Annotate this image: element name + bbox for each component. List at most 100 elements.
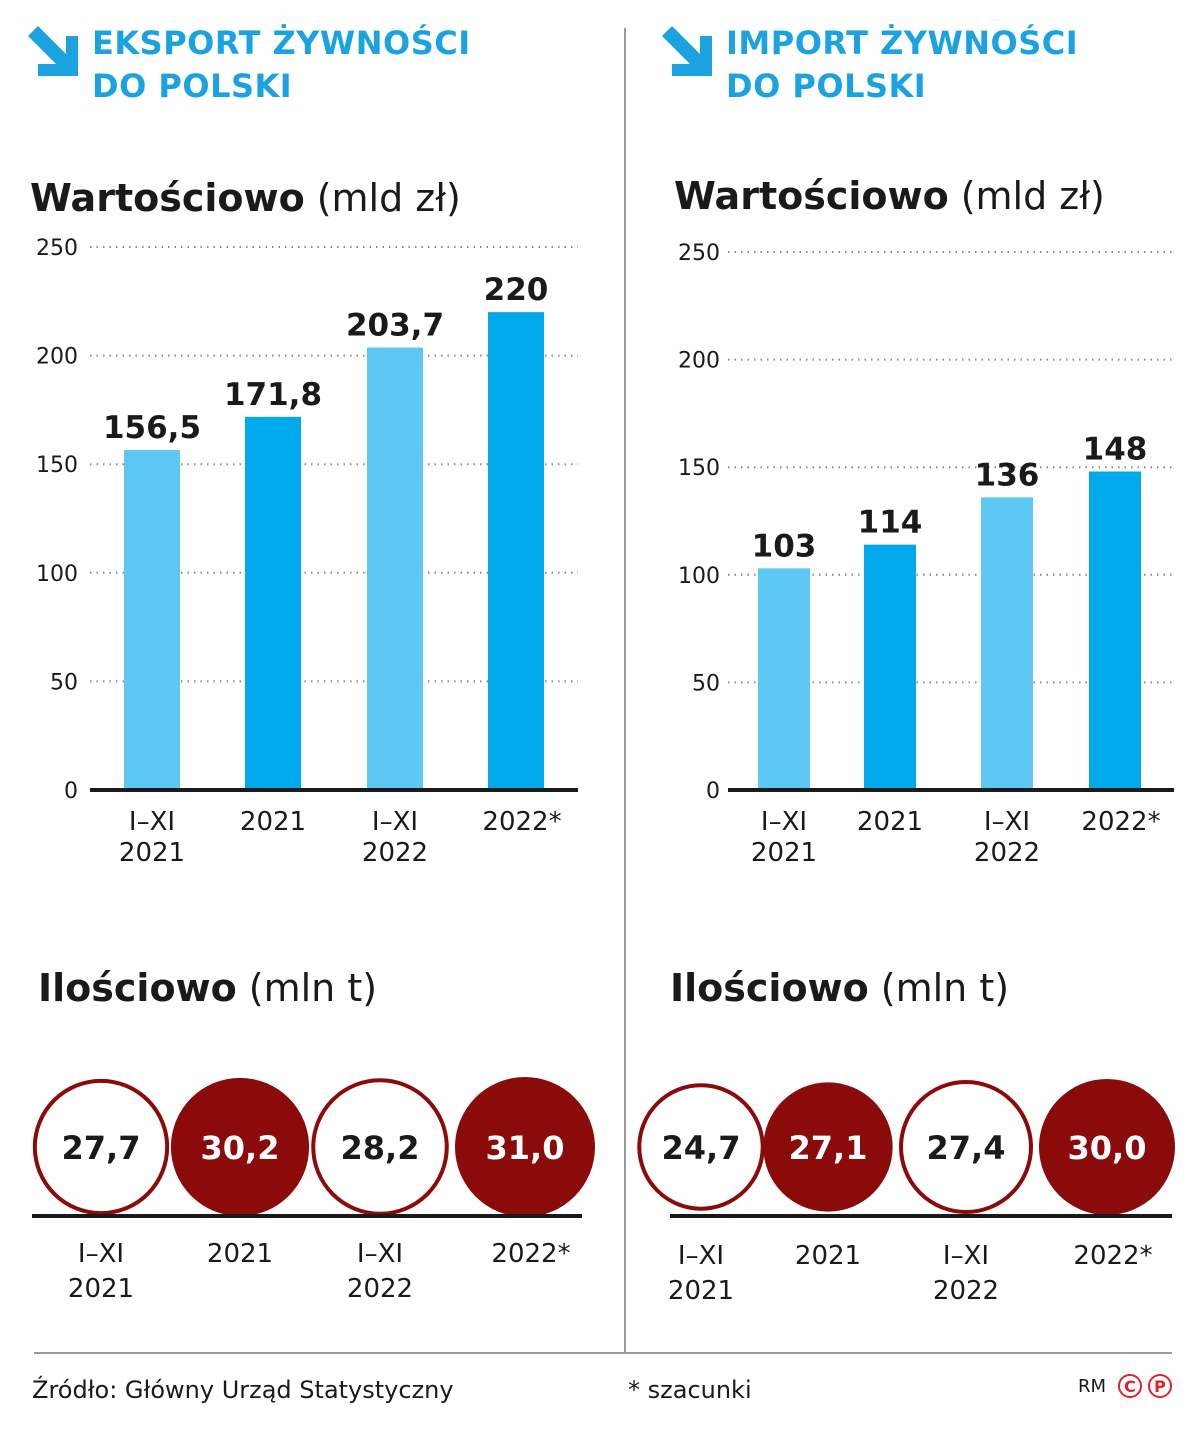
y-tick-label: 250 <box>36 236 78 261</box>
data-label: 30,2 <box>201 1129 280 1167</box>
import-value-chart: 050100150200250103I–XI20211142021136I–XI… <box>678 241 1174 868</box>
y-tick-label: 0 <box>706 779 720 804</box>
y-tick-label: 150 <box>678 456 720 481</box>
data-label: 171,8 <box>224 377 322 413</box>
x-tick-label: 2022* <box>1073 1241 1152 1271</box>
panel-divider <box>624 28 626 1353</box>
data-label: 28,2 <box>341 1129 420 1167</box>
quantity-circle <box>455 1077 595 1217</box>
quantity-circle <box>32 1078 170 1216</box>
y-tick-label: 200 <box>678 349 720 374</box>
data-label: 136 <box>975 457 1040 493</box>
x-tick-label: 2021 <box>207 1239 273 1269</box>
data-label: 27,1 <box>789 1129 868 1167</box>
data-label: 103 <box>752 528 817 564</box>
x-tick-label: I–XI <box>678 1241 724 1271</box>
data-label: 24,7 <box>662 1129 741 1167</box>
data-label: 27,4 <box>927 1129 1006 1167</box>
quantity-circle <box>1039 1079 1175 1215</box>
export-panel: EKSPORT ŻYWNOŚCI DO POLSKI Wartościowo (m… <box>0 0 600 1340</box>
import-header-line1: IMPORT ŻYWNOŚCI <box>726 24 1079 62</box>
x-tick-label: I–XI <box>129 807 175 837</box>
y-tick-label: 50 <box>50 670 78 695</box>
logo-p-icon: P <box>1148 1374 1173 1398</box>
logo-c-icon: C <box>1118 1374 1143 1398</box>
quantity-circle <box>311 1078 449 1216</box>
quantity-circle <box>170 1077 310 1217</box>
export-value-title-bold: Wartościowo <box>30 176 305 220</box>
data-label: 156,5 <box>103 410 201 446</box>
data-label: 27,7 <box>62 1129 141 1167</box>
x-tick-label: 2021 <box>240 807 306 837</box>
export-quantity-title: Ilościowo (mln t) <box>38 966 377 1010</box>
y-tick-label: 100 <box>36 562 78 587</box>
x-tick-label: 2022 <box>974 838 1040 868</box>
data-label: 203,7 <box>346 308 444 344</box>
bar <box>367 347 423 790</box>
estimate-note: * szacunki <box>628 1376 752 1404</box>
y-tick-label: 250 <box>678 241 720 266</box>
data-label: 114 <box>858 505 923 541</box>
footer-rule <box>34 1352 1172 1354</box>
import-header-line2: DO POLSKI <box>726 67 927 105</box>
export-quantity-title-bold: Ilościowo <box>38 966 237 1010</box>
y-tick-label: 50 <box>692 671 720 696</box>
import-panel: IMPORT ŻYWNOŚCI DO POLSKI Wartościowo (ml… <box>628 0 1200 1340</box>
data-label: 220 <box>484 272 549 308</box>
bar <box>124 450 180 790</box>
bar <box>488 312 544 790</box>
x-tick-label: I–XI <box>78 1239 124 1269</box>
x-tick-label: 2022* <box>1081 807 1160 837</box>
export-header-line2: DO POLSKI <box>92 67 293 105</box>
import-quantity-title-bold: Ilościowo <box>670 966 869 1010</box>
data-label: 31,0 <box>486 1129 565 1167</box>
x-tick-label: 2022* <box>491 1239 570 1269</box>
x-tick-label: 2022 <box>347 1274 413 1304</box>
y-tick-label: 100 <box>678 564 720 589</box>
bar <box>864 544 916 790</box>
bar <box>981 497 1033 790</box>
export-quantity-title-unit: (mln t) <box>248 966 378 1010</box>
x-tick-label: 2022 <box>362 838 428 868</box>
export-value-chart: 050100150200250156,5I–XI2021171,82021203… <box>36 236 578 868</box>
x-tick-label: I–XI <box>761 807 807 837</box>
author-initials: RM <box>1078 1375 1107 1397</box>
source-note: Źródło: Główny Urząd Statystyczny <box>32 1376 454 1404</box>
quantity-circle <box>763 1082 893 1212</box>
x-tick-label: I–XI <box>372 807 418 837</box>
x-tick-label: 2021 <box>68 1274 134 1304</box>
x-tick-label: 2021 <box>119 838 185 868</box>
arrow-down-right-icon <box>662 26 712 76</box>
y-tick-label: 150 <box>36 453 78 478</box>
x-tick-label: I–XI <box>943 1241 989 1271</box>
x-tick-label: 2021 <box>795 1241 861 1271</box>
data-label: 30,0 <box>1068 1129 1147 1167</box>
bar <box>758 568 810 790</box>
export-value-title: Wartościowo (mld zł) <box>30 176 461 220</box>
export-quantity-chart: 27,7 I–XI 2021 30,2 2021 28,2 I–XI 2022 31,0 2022… <box>32 1077 595 1304</box>
import-quantity-title-unit: (mln t) <box>880 966 1010 1010</box>
data-label: 148 <box>1083 432 1148 468</box>
arrow-down-right-icon <box>28 26 78 76</box>
bar <box>245 416 301 790</box>
y-tick-label: 200 <box>36 345 78 370</box>
credit: RM C P <box>1078 1374 1173 1398</box>
x-tick-label: 2022* <box>482 807 561 837</box>
quantity-circle <box>899 1080 1033 1214</box>
import-header: IMPORT ŻYWNOŚCI DO POLSKI <box>726 22 1078 108</box>
export-header-line1: EKSPORT ŻYWNOŚCI <box>92 24 471 62</box>
export-header: EKSPORT ŻYWNOŚCI DO POLSKI <box>92 22 471 108</box>
x-tick-label: 2021 <box>668 1276 734 1306</box>
import-value-title-unit: (mld zł) <box>960 174 1105 218</box>
quantity-circle <box>637 1083 765 1211</box>
import-quantity-title: Ilościowo (mln t) <box>670 966 1009 1010</box>
bar <box>1089 471 1141 790</box>
x-tick-label: 2021 <box>857 807 923 837</box>
import-value-title: Wartościowo (mld zł) <box>674 174 1105 218</box>
x-tick-label: I–XI <box>357 1239 403 1269</box>
import-quantity-chart: 24,7 I–XI 2021 27,1 2021 27,4 I–XI 2022 30,0 2022… <box>637 1079 1175 1306</box>
x-tick-label: I–XI <box>984 807 1030 837</box>
import-value-title-bold: Wartościowo <box>674 174 949 218</box>
x-tick-label: 2021 <box>751 838 817 868</box>
x-tick-label: 2022 <box>933 1276 999 1306</box>
